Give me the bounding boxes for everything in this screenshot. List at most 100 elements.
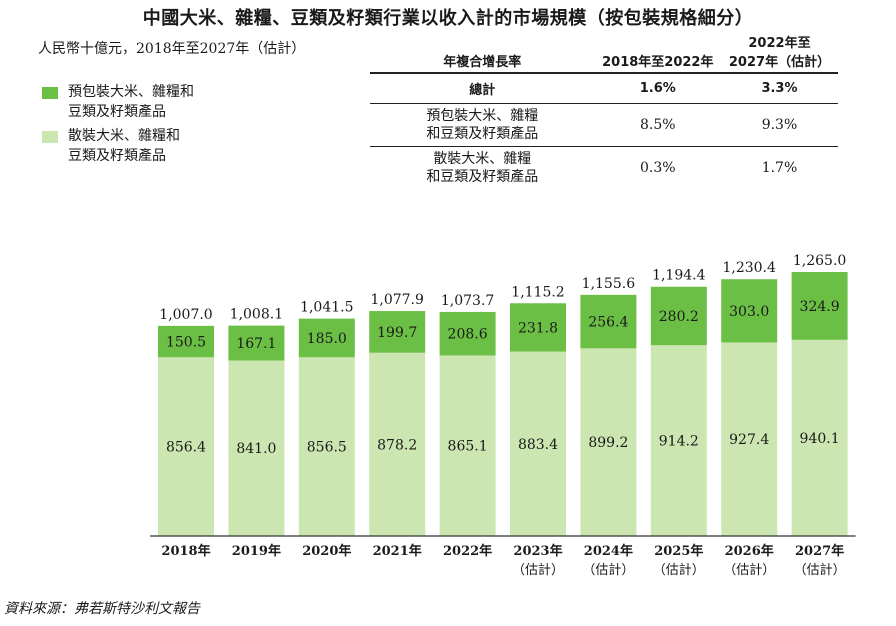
x-tick-sublabel: （估計） (512, 562, 564, 578)
bar-label-packaged: 185.0 (307, 331, 347, 347)
bar-packaged (510, 303, 566, 352)
bar-label-bulk: 841.0 (236, 441, 276, 457)
bar-bulk (721, 342, 778, 536)
bar-packaged (369, 311, 426, 353)
x-tick-label: 2021年 (373, 543, 422, 559)
bar-label-bulk: 899.2 (588, 435, 628, 451)
x-tick-label: 2019年 (232, 543, 281, 559)
legend-label-packaged-line2: 豆類及籽類產品 (68, 104, 166, 120)
bar-packaged (228, 325, 285, 361)
legend-label-bulk-line2: 豆類及籽類產品 (68, 148, 166, 164)
legend-swatch-bulk (42, 131, 58, 143)
bar-total-label: 1,077.9 (370, 292, 423, 308)
bar-bulk (369, 352, 426, 536)
cagr-header-label: 年複合增長率 (443, 55, 522, 70)
x-tick-label: 2018年 (161, 543, 210, 559)
bar-total-label: 1,073.7 (441, 293, 494, 309)
cagr-row-value-2022-2027: 3.3% (720, 72, 838, 104)
bar-label-packaged: 256.4 (588, 315, 628, 331)
bar-label-bulk: 914.2 (659, 434, 699, 450)
bar-total-label: 1,008.1 (230, 307, 283, 323)
bar-label-bulk: 878.2 (377, 437, 417, 453)
cagr-header-col1: 2018年至2022年 (602, 55, 714, 70)
x-tick-sublabel: （估計） (582, 562, 634, 578)
cagr-row-value-2018-2022: 1.6% (594, 72, 721, 104)
legend-label-packaged-line1: 預包裝大米、雜糧和 (68, 84, 194, 100)
bar-label-packaged: 208.6 (448, 327, 488, 343)
bar-total-label: 1,155.6 (582, 276, 636, 292)
cagr-row-packaged: 預包裝大米、雜糧 和豆類及籽類產品 8.5% 9.3% (370, 103, 838, 147)
chart-title: 中國大米、雜糧、豆類及籽類行業以收入計的市場規模（按包裝規格細分） (142, 8, 754, 29)
x-tick-label: 2024年 (584, 543, 633, 559)
bar-label-bulk: 856.5 (307, 440, 347, 456)
legend-label-bulk-line1: 散裝大米、雜糧和 (68, 128, 180, 144)
cagr-row-label-line1: 散裝大米、雜糧 (433, 151, 532, 167)
cagr-row-bulk: 散裝大米、雜糧 和豆類及籽類產品 0.3% 1.7% (370, 147, 838, 190)
bar-label-bulk: 927.4 (729, 432, 769, 448)
unit-label: 人民幣十億元，2018年至2027年（估計） (38, 41, 306, 57)
bar-label-packaged: 231.8 (518, 320, 558, 336)
legend-item-bulk: 散裝大米、雜糧和 豆類及籽類產品 (42, 126, 278, 166)
cagr-row-label-line1: 預包裝大米、雜糧 (426, 108, 539, 124)
bar-label-packaged: 199.7 (377, 325, 417, 341)
cagr-row-label: 散裝大米、雜糧 和豆類及籽類產品 (370, 147, 595, 190)
bar-packaged (721, 279, 778, 343)
cagr-row-label: 預包裝大米、雜糧 和豆類及籽類產品 (370, 103, 595, 147)
bar-bulk (791, 339, 848, 536)
bar-total-label: 1,007.0 (159, 307, 212, 323)
bar-total-label: 1,115.2 (511, 284, 564, 300)
cagr-header-col2-line2: 2027年（估計） (728, 55, 831, 70)
bar-bulk (298, 357, 355, 536)
bar-label-packaged: 280.2 (659, 309, 699, 325)
cagr-row-value-2022-2027: 1.7% (761, 160, 798, 176)
cagr-row-label-line2: 和豆類及籽類產品 (426, 169, 539, 185)
legend: 預包裝大米、雜糧和 豆類及籽類產品 散裝大米、雜糧和 豆類及籽類產品 (42, 82, 278, 170)
bar-bulk (510, 351, 566, 536)
x-tick-label: 2026年 (725, 543, 774, 559)
cagr-row-total: 總計 1.6% 3.3% (370, 72, 838, 104)
bar-total-label: 1,041.5 (300, 300, 353, 316)
bar-total-label: 1,194.4 (652, 268, 706, 284)
cagr-row-value-2018-2022: 8.5% (594, 103, 721, 147)
bar-label-packaged: 303.0 (729, 304, 769, 320)
bar-label-bulk: 865.1 (448, 439, 488, 455)
bar-label-packaged: 150.5 (166, 335, 206, 351)
legend-swatch-packaged (42, 87, 58, 99)
bar-packaged (298, 318, 355, 358)
cagr-header-col2-line1: 2022年至 (748, 36, 811, 51)
x-tick-label: 2020年 (302, 543, 351, 559)
bar-packaged (158, 325, 214, 358)
bar-bulk (158, 357, 214, 536)
x-tick-label: 2022年 (443, 543, 492, 559)
bar-bulk (228, 360, 285, 536)
bar-label-bulk: 883.4 (518, 437, 558, 453)
bar-total-label: 1,230.4 (722, 260, 776, 276)
bar-packaged (650, 286, 707, 346)
cagr-row-value-2018-2022: 0.3% (640, 160, 676, 176)
bar-label-packaged: 324.9 (800, 299, 840, 315)
bar-packaged (580, 294, 637, 349)
source-note: 資料來源：弗若斯特沙利文報告 (4, 601, 200, 617)
x-tick-label: 2025年 (654, 543, 703, 559)
x-tick-label: 2023年 (513, 543, 562, 559)
bar-bulk (439, 355, 496, 536)
cagr-table: 年複合增長率 2018年至2022年 2022年至 2027年（估計） 總計 1… (370, 30, 838, 189)
x-tick-label: 2027年 (795, 543, 844, 559)
bar-bulk (650, 345, 707, 536)
cagr-header-row: 年複合增長率 2018年至2022年 2022年至 2027年（估計） (370, 30, 838, 73)
bar-packaged (791, 272, 848, 340)
bar-total-label: 1,265.0 (793, 253, 846, 269)
bar-label-packaged: 167.1 (236, 336, 276, 352)
cagr-row-value-2022-2027: 9.3% (720, 103, 838, 147)
x-tick-sublabel: （估計） (794, 562, 846, 578)
bar-label-bulk: 856.4 (166, 440, 206, 456)
legend-item-packaged: 預包裝大米、雜糧和 豆類及籽類產品 (42, 82, 278, 122)
bar-label-bulk: 940.1 (800, 431, 840, 447)
x-tick-sublabel: （估計） (653, 562, 705, 578)
x-tick-sublabel: （估計） (723, 562, 775, 578)
bar-packaged (439, 311, 496, 356)
cagr-header-col2: 2022年至 2027年（估計） (721, 30, 838, 73)
cagr-row-label: 總計 (370, 72, 595, 104)
cagr-row-label-line2: 和豆類及籽類產品 (426, 126, 539, 142)
bar-bulk (580, 348, 637, 536)
